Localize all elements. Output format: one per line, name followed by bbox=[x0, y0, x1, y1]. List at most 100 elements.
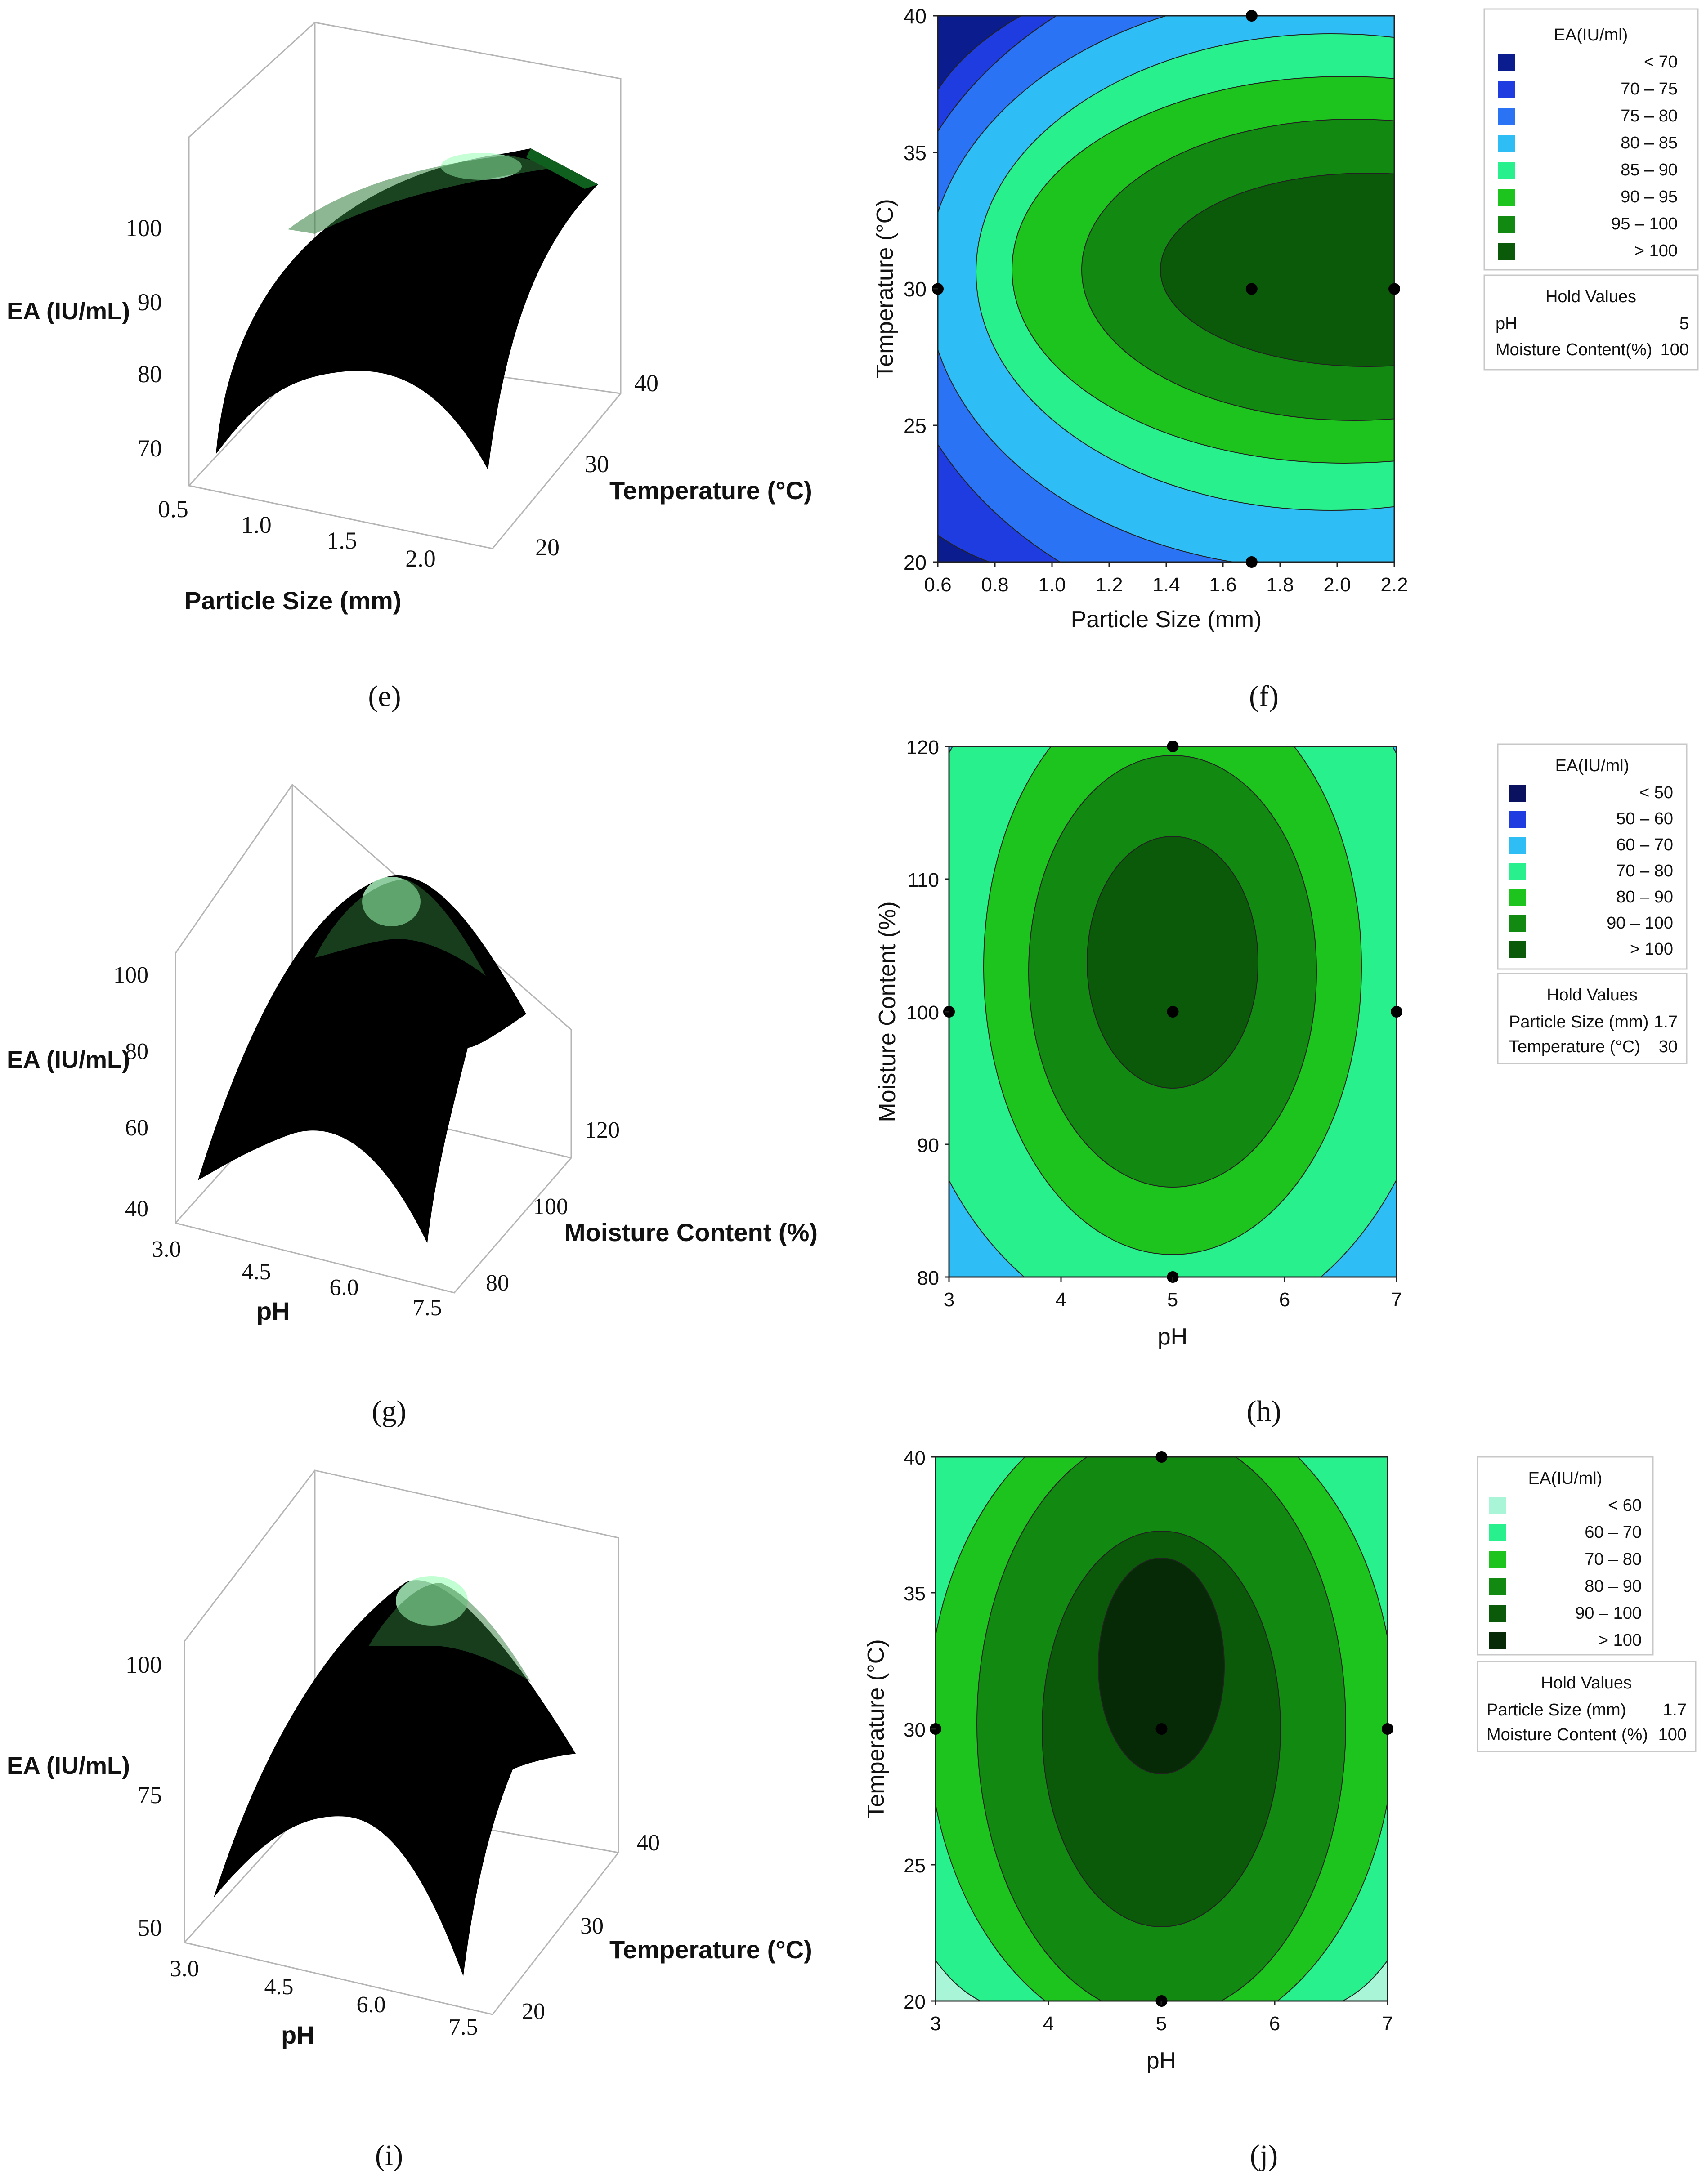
x-tick-label: 4 bbox=[1056, 1289, 1066, 1311]
caption-j: (j) bbox=[1250, 2139, 1278, 2172]
hold-value: 1.7 bbox=[1654, 1013, 1678, 1032]
contour-band-lt70-corner bbox=[938, 16, 1022, 91]
x-tick-label: 4 bbox=[1043, 2013, 1054, 2035]
surface-sheen bbox=[288, 155, 562, 234]
z-tick: 80 bbox=[138, 361, 162, 388]
x-tick-label: 1.6 bbox=[1209, 574, 1236, 596]
surface-mesh bbox=[216, 148, 598, 470]
x-axis-label: pH bbox=[1146, 2048, 1176, 2074]
legend-swatch bbox=[1489, 1524, 1506, 1541]
x-tick-label: 0.6 bbox=[924, 574, 951, 596]
caption-g: (g) bbox=[372, 1395, 407, 1428]
y-ticks bbox=[931, 1456, 936, 2002]
z-axis-label: EA (IU/mL) bbox=[7, 298, 130, 325]
hold-value: 5 bbox=[1679, 314, 1689, 333]
legend-swatch bbox=[1498, 243, 1515, 260]
legend-swatch bbox=[1498, 81, 1515, 98]
legend-label: 90 – 95 bbox=[1621, 188, 1678, 206]
x-tick: 7.5 bbox=[413, 1295, 442, 1321]
hold-value-name: Particle Size (mm) bbox=[1487, 1701, 1626, 1720]
contour-fill bbox=[938, 16, 1394, 562]
legend-label: 90 – 100 bbox=[1575, 1604, 1642, 1623]
x-tick-label: 1.4 bbox=[1152, 574, 1180, 596]
contour-band-lt60-corner bbox=[1342, 1960, 1388, 2001]
design-point bbox=[1245, 10, 1258, 22]
x-tick-label: 3 bbox=[944, 1289, 954, 1311]
y-axis-label: Temperature (°C) bbox=[609, 1935, 812, 1964]
design-point bbox=[1155, 1451, 1168, 1463]
hold-values-title: Hold Values bbox=[1547, 986, 1638, 1005]
legend-label: 95 – 100 bbox=[1611, 214, 1678, 233]
legend-label: > 100 bbox=[1634, 241, 1678, 260]
legend-label: > 100 bbox=[1630, 940, 1673, 959]
caption-i: (i) bbox=[375, 2139, 403, 2172]
x-tick-label: 7 bbox=[1391, 1289, 1402, 1311]
hold-value-name: Temperature (°C) bbox=[1509, 1037, 1640, 1056]
z-tick: 100 bbox=[125, 1651, 162, 1678]
legend-label: 70 – 75 bbox=[1621, 80, 1678, 98]
x-tick: 4.5 bbox=[264, 1974, 294, 2000]
z-axis-label: EA (IU/mL) bbox=[7, 1046, 130, 1073]
design-point bbox=[1245, 283, 1258, 295]
x-tick: 2.0 bbox=[405, 545, 436, 572]
design-points bbox=[932, 10, 1400, 568]
y-axis-label: Moisture Content (%) bbox=[564, 1218, 818, 1246]
legend: EA(IU/ml) < 70 70 – 75 75 – 80 80 – 85 85 – … bbox=[1483, 8, 1699, 371]
hold-value-name: Moisture Content (%) bbox=[1487, 1725, 1648, 1744]
z-tick: 60 bbox=[125, 1115, 148, 1141]
x-ticks bbox=[937, 562, 1395, 567]
y-axis-label: Moisture Content (%) bbox=[874, 901, 900, 1122]
hold-value-name: pH bbox=[1496, 314, 1518, 333]
legend-swatch bbox=[1498, 108, 1515, 125]
y-tick-label: 110 bbox=[908, 869, 939, 891]
legend-label: 70 – 80 bbox=[1585, 1550, 1642, 1569]
design-point bbox=[1245, 556, 1258, 568]
y-tick: 30 bbox=[585, 451, 609, 478]
legend-swatch bbox=[1509, 811, 1526, 828]
y-tick: 120 bbox=[585, 1117, 620, 1143]
legend-swatch bbox=[1498, 162, 1515, 179]
legend-swatch bbox=[1489, 1497, 1506, 1514]
y-axis-label: Temperature (°C) bbox=[872, 199, 898, 378]
hold-values-box bbox=[1497, 973, 1688, 1064]
y-tick: 20 bbox=[522, 1999, 545, 2024]
legend-box bbox=[1483, 8, 1699, 271]
hold-values-title: Hold Values bbox=[1545, 287, 1636, 306]
x-tick-label: 3 bbox=[930, 2013, 941, 2035]
surface-rim bbox=[526, 148, 598, 189]
z-tick: 75 bbox=[138, 1782, 162, 1809]
legend-label: < 60 bbox=[1608, 1496, 1642, 1515]
design-point bbox=[1167, 1006, 1179, 1018]
x-tick: 4.5 bbox=[242, 1259, 271, 1285]
panel-f-contour-plot: 40 35 30 25 20 Temperature (°C) 0.6 0.8 … bbox=[872, 4, 1699, 633]
surface-mesh bbox=[198, 875, 526, 1243]
caption-h: (h) bbox=[1247, 1395, 1281, 1428]
hold-values-box bbox=[1483, 274, 1699, 371]
x-ticks bbox=[948, 1277, 1397, 1282]
y-tick: 40 bbox=[634, 370, 658, 397]
x-tick: 1.0 bbox=[241, 511, 272, 538]
x-tick-label: 2.0 bbox=[1323, 574, 1351, 596]
hold-values-title: Hold Values bbox=[1541, 1674, 1632, 1693]
x-tick: 1.5 bbox=[327, 527, 357, 554]
hold-value: 100 bbox=[1661, 340, 1689, 359]
contour-band-lt70-corner bbox=[938, 534, 990, 562]
x-axis-label: pH bbox=[256, 1297, 290, 1325]
y-ticks bbox=[945, 746, 949, 1278]
design-point bbox=[1167, 741, 1179, 752]
z-tick: 100 bbox=[113, 962, 148, 988]
legend-title: EA(IU/ml) bbox=[1555, 756, 1630, 775]
contour-band-gt100 bbox=[1087, 836, 1258, 1089]
legend-swatch bbox=[1489, 1605, 1506, 1622]
z-tick: 50 bbox=[138, 1914, 162, 1941]
z-tick: 70 bbox=[138, 435, 162, 462]
x-tick-label: 6 bbox=[1269, 2013, 1280, 2035]
y-tick-label: 30 bbox=[904, 277, 927, 301]
legend-swatch bbox=[1498, 216, 1515, 233]
legend-swatch bbox=[1489, 1578, 1506, 1595]
y-axis-label: Temperature (°C) bbox=[609, 476, 812, 505]
y-tick-label: 30 bbox=[904, 1719, 926, 1741]
caption-f: (f) bbox=[1249, 680, 1279, 713]
hold-value: 30 bbox=[1659, 1037, 1678, 1056]
legend-label: 80 – 85 bbox=[1621, 134, 1678, 152]
